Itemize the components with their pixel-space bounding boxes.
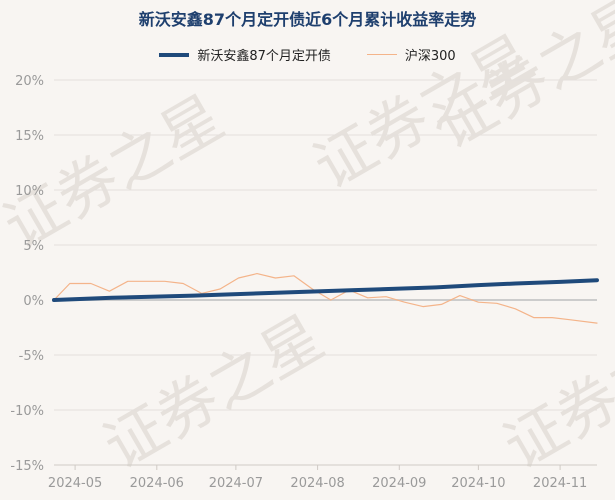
y-tick-label: -15%: [10, 459, 44, 474]
legend-swatch-index: [366, 54, 397, 55]
y-tick-label: 15%: [15, 129, 44, 144]
x-tick-label: 2024-07: [209, 476, 263, 491]
x-tick-label: 2024-08: [290, 476, 344, 491]
y-tick-label: -5%: [19, 349, 44, 364]
x-tick-label: 2024-05: [48, 476, 102, 491]
y-tick-label: 10%: [15, 184, 44, 199]
x-tick-label: 2024-09: [372, 476, 426, 491]
legend-item-index: 沪深300: [366, 45, 456, 64]
legend-swatch-fund: [159, 52, 190, 57]
chart-title: 新沃安鑫87个月定开债近6个月累计收益率走势: [138, 10, 477, 29]
y-tick-label: 5%: [23, 239, 44, 254]
series-line-index: [53, 273, 598, 324]
x-tick-label: 2024-06: [130, 476, 184, 491]
series-line-fund: [52, 278, 599, 302]
y-tick-label: 0%: [23, 294, 44, 309]
legend-item-fund: 新沃安鑫87个月定开债: [159, 45, 331, 64]
y-tick-label: -10%: [10, 404, 44, 419]
watermark-text: 证券之星: [0, 82, 235, 263]
watermark-text: 证券之星: [493, 302, 615, 483]
y-tick-label: 20%: [15, 74, 44, 89]
legend-label-fund: 新沃安鑫87个月定开债: [197, 49, 331, 64]
chart-legend: 新沃安鑫87个月定开债 沪深300: [0, 45, 615, 64]
x-tick-label: 2024-11: [533, 476, 587, 491]
legend-label-index: 沪深300: [404, 49, 456, 64]
watermark-text: 证券之星: [93, 302, 336, 483]
x-tick-label: 2024-10: [451, 476, 505, 491]
